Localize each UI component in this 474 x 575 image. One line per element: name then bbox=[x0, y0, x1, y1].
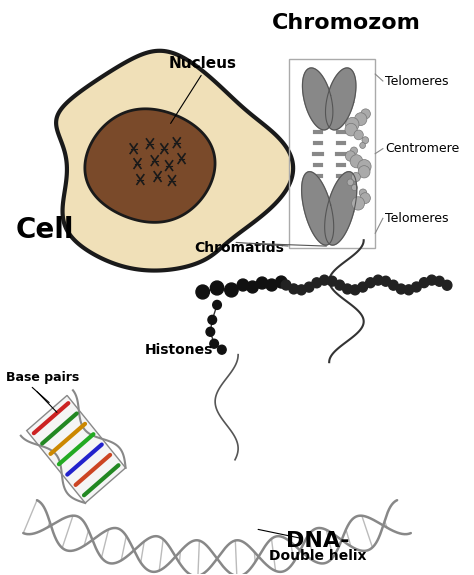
Circle shape bbox=[210, 281, 224, 295]
Text: DNA-: DNA- bbox=[286, 531, 349, 551]
Circle shape bbox=[206, 327, 215, 336]
Circle shape bbox=[435, 277, 444, 286]
Polygon shape bbox=[326, 68, 356, 130]
Circle shape bbox=[225, 283, 238, 297]
Circle shape bbox=[389, 280, 398, 290]
Circle shape bbox=[281, 280, 291, 290]
Circle shape bbox=[347, 179, 354, 186]
Polygon shape bbox=[325, 172, 357, 245]
Circle shape bbox=[427, 275, 437, 285]
Text: Telomeres: Telomeres bbox=[385, 212, 448, 225]
Circle shape bbox=[327, 276, 337, 286]
Circle shape bbox=[359, 189, 367, 197]
Text: Nucleus: Nucleus bbox=[169, 56, 237, 71]
Circle shape bbox=[352, 172, 360, 182]
Text: Centromere: Centromere bbox=[385, 142, 459, 155]
Polygon shape bbox=[85, 109, 215, 223]
Text: Chromatids: Chromatids bbox=[194, 241, 284, 255]
Circle shape bbox=[208, 315, 217, 324]
Circle shape bbox=[352, 197, 365, 210]
Circle shape bbox=[218, 345, 226, 354]
Circle shape bbox=[247, 281, 258, 293]
Text: Base pairs: Base pairs bbox=[6, 371, 80, 384]
Circle shape bbox=[237, 279, 249, 291]
Circle shape bbox=[362, 137, 369, 144]
Circle shape bbox=[354, 130, 363, 140]
Circle shape bbox=[289, 284, 299, 294]
Circle shape bbox=[358, 160, 371, 174]
Circle shape bbox=[343, 284, 352, 294]
Circle shape bbox=[442, 280, 452, 290]
Circle shape bbox=[350, 285, 360, 295]
Circle shape bbox=[419, 278, 429, 288]
Polygon shape bbox=[56, 51, 293, 271]
Circle shape bbox=[358, 282, 367, 292]
Circle shape bbox=[360, 193, 370, 204]
Circle shape bbox=[312, 278, 321, 288]
Circle shape bbox=[345, 123, 357, 136]
Circle shape bbox=[411, 282, 421, 292]
Polygon shape bbox=[27, 396, 126, 503]
Circle shape bbox=[404, 285, 413, 295]
Circle shape bbox=[346, 117, 359, 131]
Circle shape bbox=[335, 280, 345, 290]
Circle shape bbox=[365, 278, 375, 288]
Text: Chromozom: Chromozom bbox=[272, 13, 421, 33]
Circle shape bbox=[297, 285, 306, 295]
Bar bbox=[289, 59, 375, 248]
Circle shape bbox=[196, 285, 210, 299]
Circle shape bbox=[396, 284, 406, 294]
Circle shape bbox=[266, 279, 277, 291]
Circle shape bbox=[350, 155, 363, 168]
Text: Double helix: Double helix bbox=[269, 549, 366, 563]
Circle shape bbox=[355, 113, 367, 125]
Text: Cell: Cell bbox=[15, 216, 74, 244]
Circle shape bbox=[210, 339, 219, 348]
Text: Telomeres: Telomeres bbox=[385, 75, 448, 87]
Circle shape bbox=[381, 276, 391, 286]
Circle shape bbox=[275, 276, 287, 288]
Polygon shape bbox=[301, 172, 334, 245]
Text: Histones: Histones bbox=[145, 343, 213, 356]
Polygon shape bbox=[302, 68, 333, 130]
Circle shape bbox=[374, 275, 383, 285]
Circle shape bbox=[352, 185, 357, 191]
Circle shape bbox=[360, 143, 365, 148]
Circle shape bbox=[213, 300, 221, 309]
Circle shape bbox=[361, 109, 370, 119]
Circle shape bbox=[304, 282, 314, 292]
Circle shape bbox=[319, 275, 329, 285]
Circle shape bbox=[256, 277, 268, 289]
Circle shape bbox=[358, 166, 370, 178]
Circle shape bbox=[350, 147, 357, 155]
Circle shape bbox=[346, 151, 356, 161]
